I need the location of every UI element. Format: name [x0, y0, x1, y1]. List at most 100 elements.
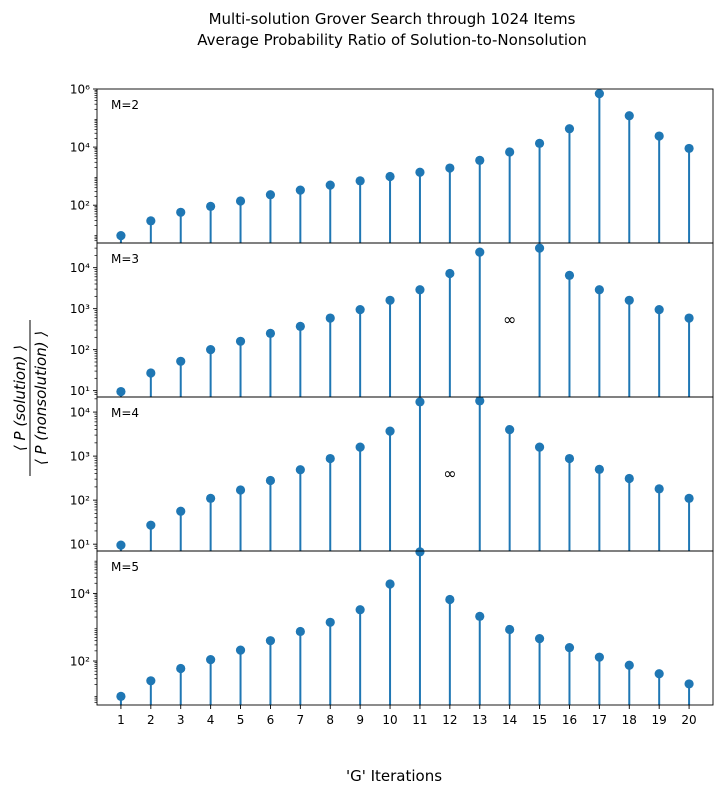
stem-marker — [475, 396, 485, 406]
x-tick-label: 11 — [412, 713, 427, 727]
x-tick-label: 13 — [472, 713, 487, 727]
stem-marker — [206, 345, 216, 355]
y-tick-label: 10⁴ — [70, 261, 90, 275]
panel-label: M=3 — [111, 252, 139, 266]
stem-marker — [385, 426, 395, 436]
stem-marker — [355, 605, 365, 615]
stem-marker — [176, 506, 186, 516]
y-axis-label-numerator: ⟨ P (solution) ⟩ — [11, 345, 29, 451]
stem-marker — [116, 230, 126, 241]
stem-marker — [325, 180, 335, 190]
stem-marker — [385, 171, 395, 182]
x-tick-label: 16 — [562, 713, 577, 727]
x-tick-label: 20 — [681, 713, 696, 727]
stem-marker — [654, 669, 664, 679]
x-tick-label: 17 — [592, 713, 607, 727]
stem-marker — [325, 617, 335, 627]
y-tick-label: 10² — [70, 343, 90, 357]
y-tick-label: 10² — [70, 494, 90, 508]
stem-marker — [176, 207, 186, 217]
stem-marker — [684, 143, 694, 154]
stem-marker — [475, 611, 485, 621]
stem-marker — [265, 475, 276, 486]
stem-marker — [415, 397, 425, 407]
x-tick-label: 6 — [267, 713, 275, 727]
panel-frame — [96, 550, 714, 706]
stem-marker — [654, 304, 664, 315]
x-tick-label: 8 — [326, 713, 334, 727]
stem-marker — [624, 660, 634, 670]
y-tick-label: 10³ — [70, 450, 90, 464]
stem-marker — [445, 594, 455, 605]
x-tick-label: 14 — [502, 713, 517, 727]
stem-marker — [295, 626, 305, 637]
y-axis-label-denominator: ⟨ P (nonsolution) ⟩ — [32, 331, 50, 465]
panel-label: M=5 — [111, 560, 139, 574]
stem-marker — [534, 442, 545, 452]
stem-marker — [116, 386, 126, 397]
stem-marker — [624, 295, 634, 305]
stem-marker — [415, 167, 425, 177]
x-tick-label: 4 — [207, 713, 215, 727]
stem-marker — [654, 131, 664, 141]
panel-label: M=2 — [111, 98, 139, 112]
chart-title: Multi-solution Grover Search through 102… — [209, 10, 576, 28]
stem-marker — [176, 356, 186, 366]
stem-marker — [475, 155, 485, 165]
stem-marker — [235, 196, 246, 206]
stem-marker — [146, 216, 156, 226]
y-axis-label: ⟨ P (solution) ⟩ ⟨ P (nonsolution) ⟩ — [11, 320, 50, 476]
stem-marker — [505, 425, 515, 435]
stem-marker — [295, 321, 305, 331]
x-tick-label: 15 — [532, 713, 547, 727]
stem-marker — [684, 679, 694, 689]
stem-marker — [564, 124, 575, 134]
y-tick-label: 10⁴ — [70, 406, 90, 420]
stem-marker — [624, 111, 634, 121]
stem-marker — [206, 655, 216, 665]
x-tick-label: 5 — [237, 713, 245, 727]
stem-marker — [235, 336, 246, 346]
y-tick-label: 10⁶ — [70, 83, 90, 97]
stem-marker — [146, 368, 156, 378]
stem-marker — [534, 138, 545, 148]
stem-marker — [594, 652, 604, 662]
y-tick-label: 10³ — [70, 302, 90, 316]
stem-marker — [235, 485, 246, 495]
stem-marker — [176, 663, 186, 674]
stem-marker — [475, 247, 485, 257]
y-tick-label: 10¹ — [70, 538, 90, 552]
stem-marker — [594, 464, 604, 474]
stem-marker — [116, 691, 126, 701]
panel-label: M=4 — [111, 406, 139, 420]
y-tick-label: 10¹ — [70, 384, 90, 398]
infinity-annotation: ∞ — [443, 464, 456, 483]
stem-marker — [206, 201, 216, 211]
stem-marker — [116, 540, 126, 550]
y-tick-label: 10⁴ — [70, 141, 90, 155]
x-tick-label: 18 — [622, 713, 637, 727]
stem-marker — [385, 295, 395, 305]
stem-marker — [594, 89, 604, 99]
stem-marker — [534, 243, 545, 253]
stem-marker — [445, 268, 455, 279]
x-tick-label: 9 — [356, 713, 364, 727]
stem-marker — [385, 579, 395, 589]
panel-m4: 10¹ 10² 10³ 10⁴ ∞ M=4 — [70, 396, 714, 552]
stem-marker — [355, 304, 365, 315]
stem-marker — [534, 634, 545, 644]
x-tick-label: 12 — [442, 713, 457, 727]
stem-marker — [235, 645, 246, 655]
stem-marker — [654, 484, 664, 494]
y-tick-label: 10² — [70, 655, 90, 669]
x-axis: 1 2 3 4 5 6 7 8 9 10 11 12 13 14 15 16 17 18 19 20 — [117, 705, 697, 727]
panels: 10² 10⁴ 10⁶ M=2 10¹ 10² 10³ 10⁴ ∞ M=3 10¹ 10² 10³ 10⁴… — [70, 83, 714, 706]
stem-marker — [265, 328, 276, 338]
x-tick-label: 10 — [382, 713, 397, 727]
x-tick-label: 1 — [117, 713, 125, 727]
stem-marker — [564, 453, 575, 464]
stem-marker — [295, 465, 305, 475]
stem-marker — [564, 270, 575, 280]
stem-marker — [505, 624, 515, 635]
